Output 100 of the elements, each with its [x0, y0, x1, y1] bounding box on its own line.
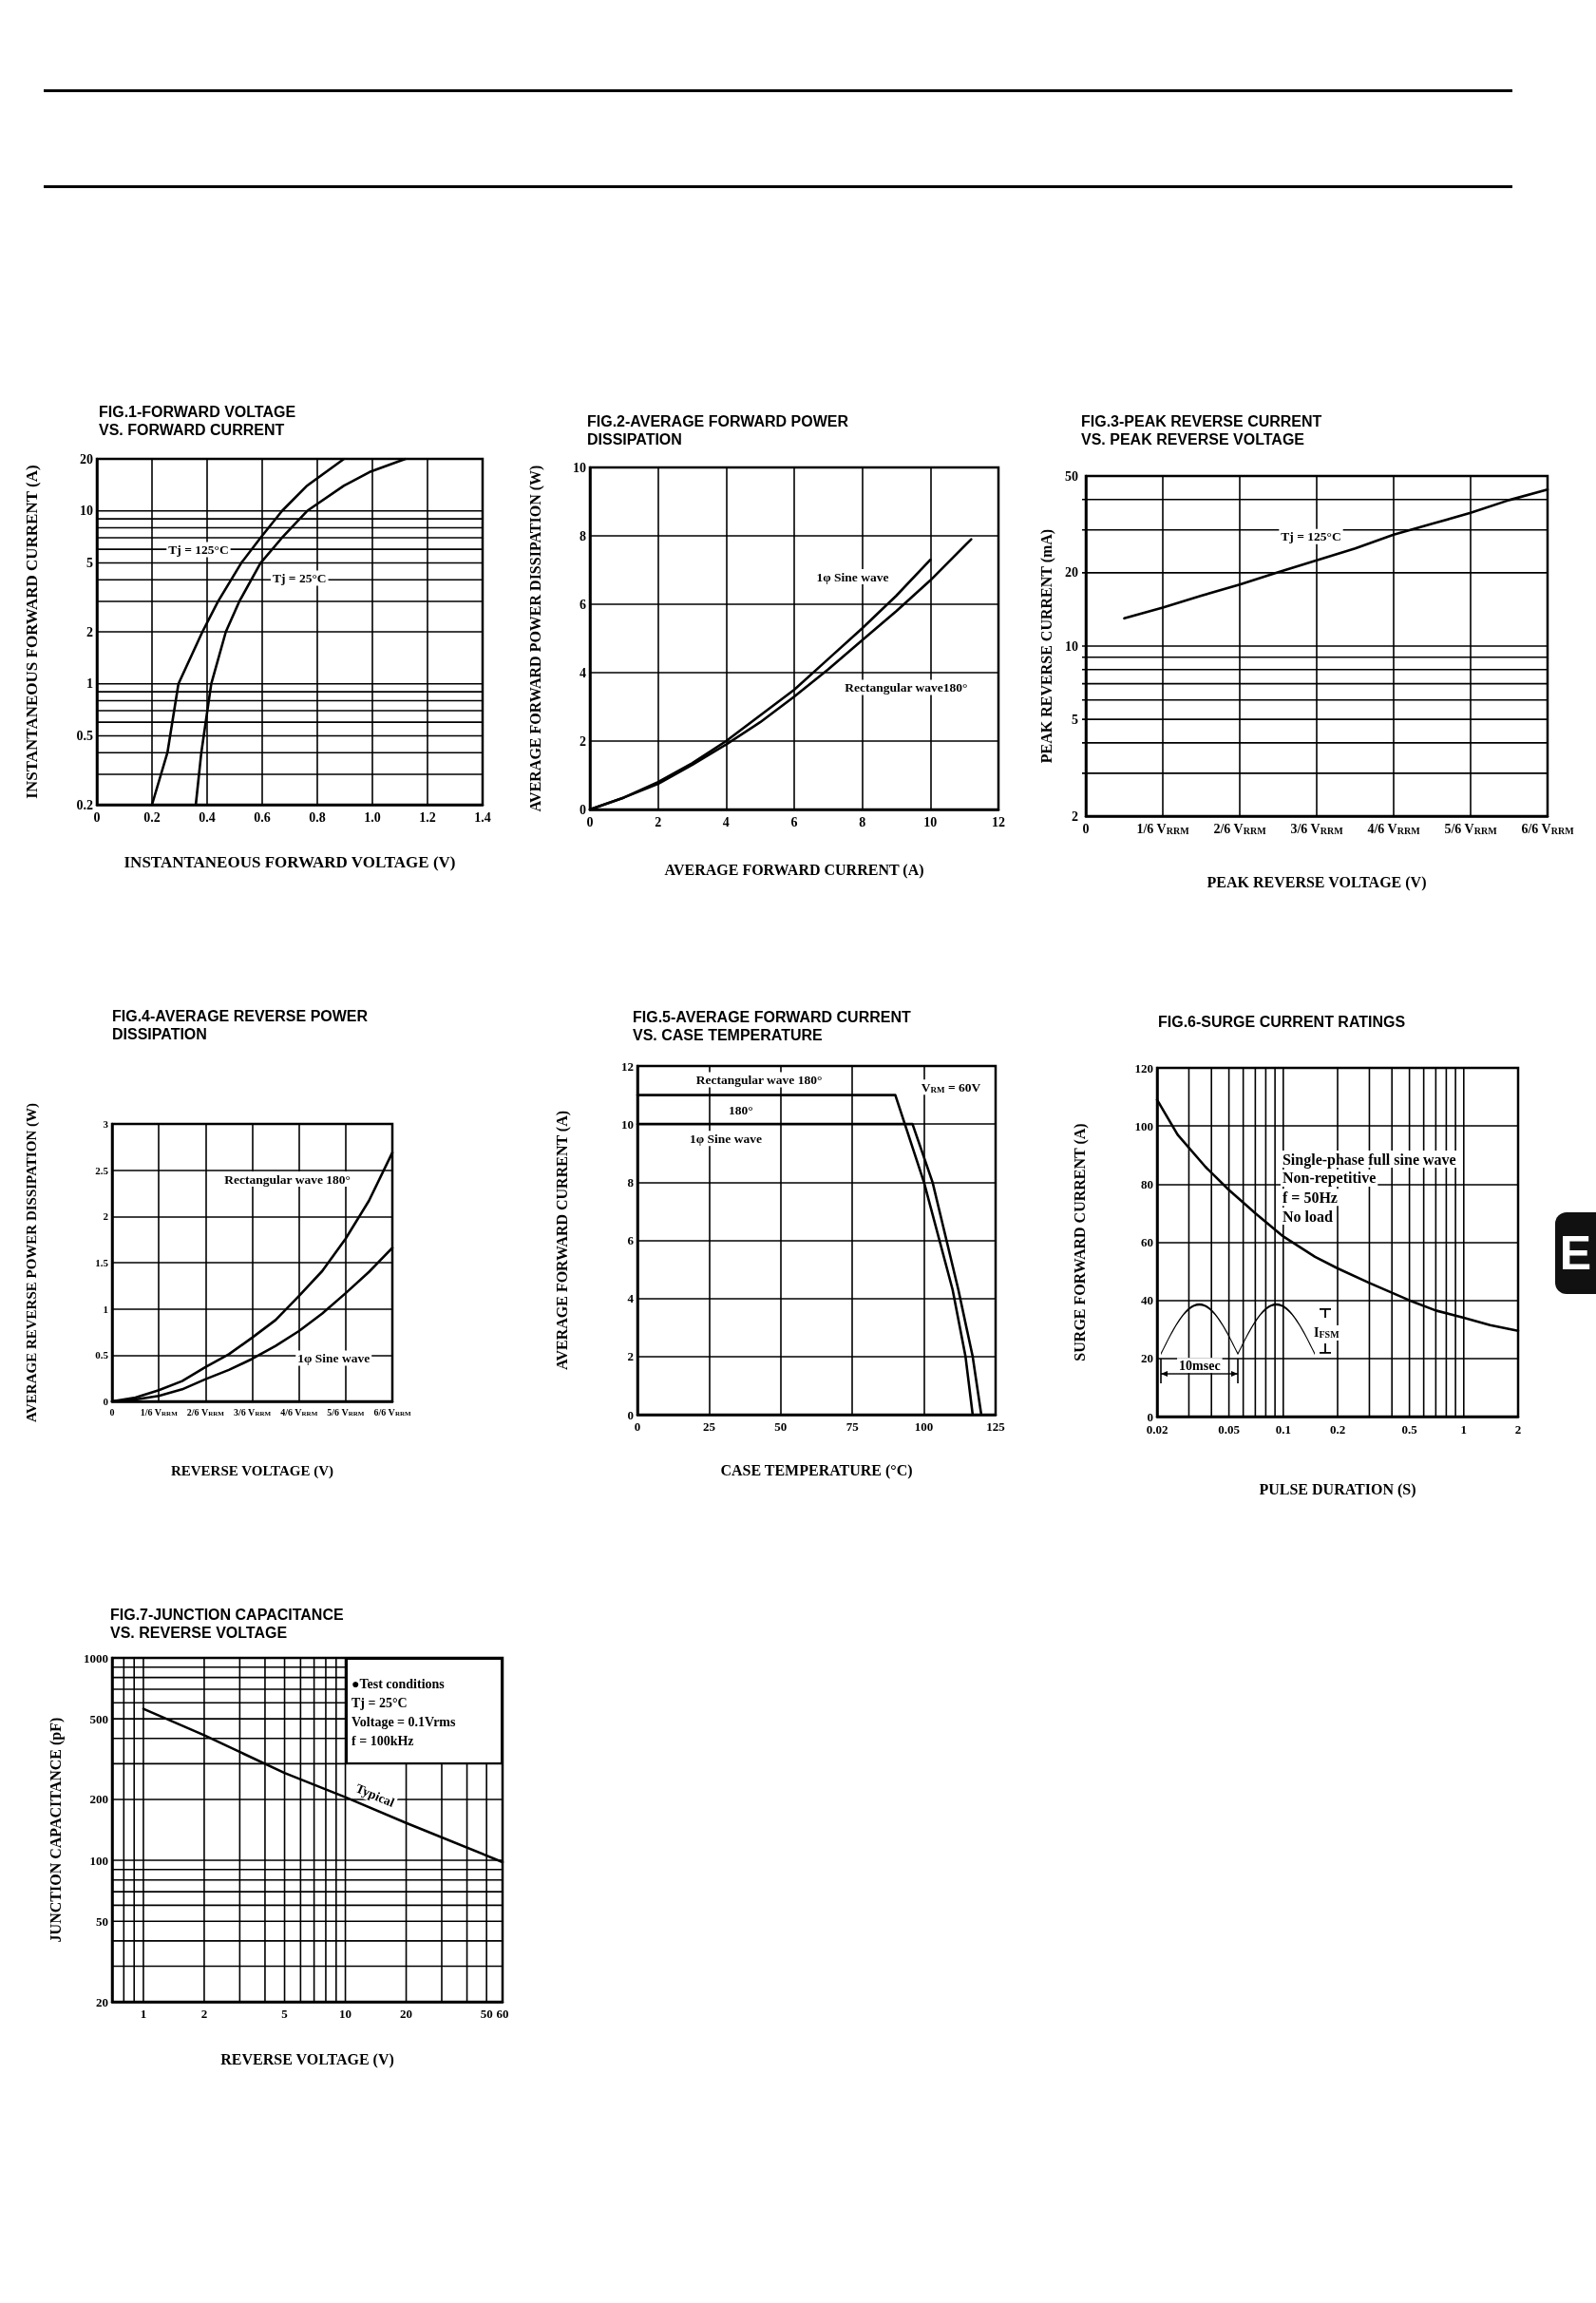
- y-tick-label: 0: [103, 1396, 109, 1407]
- y-tick-label: 500: [89, 1711, 108, 1726]
- annotation: Voltage = 0.1Vrms: [352, 1714, 457, 1731]
- y-tick-label: 4: [627, 1291, 635, 1306]
- series-label: Tj = 125°C: [1281, 529, 1341, 544]
- x-tick-label: 6/6 VRRM: [1521, 821, 1575, 836]
- y-tick-label: 3: [103, 1118, 109, 1130]
- x-tick-label: 0.8: [309, 809, 326, 825]
- y-tick-label: 5: [86, 556, 93, 571]
- x-tick-label: 4: [722, 814, 730, 829]
- chart-title: FIG.7-JUNCTION CAPACITANCE VS. REVERSE VOLTAGE: [110, 1607, 344, 1641]
- series-label: 1φ Sine wave: [297, 1351, 370, 1366]
- annotation: VRM = 60V: [921, 1079, 981, 1094]
- annotation: IFSM: [1314, 1325, 1340, 1341]
- y-tick-label: 0.5: [95, 1349, 109, 1361]
- chart-title: FIG.2-AVERAGE FORWARD POWER DISSIPATION: [587, 413, 849, 447]
- y-tick-label: 8: [580, 528, 586, 543]
- y-tick-label: 2: [103, 1210, 109, 1223]
- series-label: 1φ Sine wave: [816, 569, 889, 584]
- x-tick-label: 125: [986, 1419, 1006, 1434]
- series-label: Tj = 125°C: [168, 542, 229, 558]
- y-tick-label: 60: [1141, 1235, 1153, 1249]
- y-axis-title: AVERAGE FORWARD POWER DISSIPATION (W): [526, 465, 544, 812]
- annotation: f = 100kHz: [352, 1733, 415, 1750]
- x-tick-label: 75: [846, 1419, 860, 1434]
- y-tick-label: 20: [80, 451, 93, 466]
- x-tick-label: 1: [1460, 1422, 1468, 1437]
- x-axis-title: INSTANTANEOUS FORWARD VOLTAGE (V): [124, 853, 456, 871]
- y-tick-label: 50: [96, 1913, 108, 1929]
- y-tick-label: 2.5: [95, 1164, 109, 1176]
- y-tick-label: 10: [573, 460, 586, 475]
- y-tick-label: 0.5: [76, 729, 93, 744]
- y-tick-label: 100: [89, 1853, 108, 1868]
- x-tick-label: 1.4: [474, 809, 491, 825]
- x-tick-label: 10: [923, 814, 938, 829]
- x-tick-label: 0.2: [143, 809, 161, 825]
- x-tick-label: 2: [1514, 1422, 1522, 1437]
- y-tick-label: 6: [627, 1233, 635, 1247]
- y-tick-label: 200: [89, 1792, 108, 1807]
- y-tick-label: 6: [580, 597, 586, 612]
- x-tick-label: 1.0: [364, 809, 381, 825]
- x-tick-label: 3/6 VRRM: [1290, 821, 1344, 836]
- y-tick-label: 50: [1065, 468, 1078, 484]
- x-tick-label: 0.4: [199, 809, 216, 825]
- x-tick-label: 60: [496, 2007, 509, 2021]
- y-tick-label: 40: [1141, 1293, 1153, 1308]
- y-tick-label: 12: [621, 1058, 634, 1074]
- y-tick-label: 10: [1065, 638, 1078, 654]
- x-tick-label: 100: [914, 1419, 934, 1434]
- x-tick-label: 50: [480, 2007, 493, 2021]
- x-tick-label: 4/6 VRRM: [1367, 821, 1421, 836]
- series-label: 1φ Sine wave: [690, 1131, 762, 1146]
- x-tick-label: 5/6 VRRM: [1444, 821, 1498, 836]
- annotation: Single-phase full sine wave: [1282, 1151, 1456, 1169]
- x-axis-title: PEAK REVERSE VOLTAGE (V): [1206, 873, 1427, 891]
- annotation: 10msec: [1179, 1358, 1221, 1373]
- y-tick-label: 1: [86, 676, 93, 692]
- y-axis-title: AVERAGE REVERSE POWER DISSIPATION (W): [23, 1103, 40, 1422]
- x-tick-label: 2: [200, 2007, 208, 2021]
- chart-title: FIG.4-AVERAGE REVERSE POWER DISSIPATION: [112, 1008, 369, 1042]
- x-tick-label: 2/6 VRRM: [1213, 821, 1267, 836]
- x-tick-label: 0.02: [1146, 1422, 1168, 1437]
- y-axis-title: JUNCTION CAPACITANCE (pF): [47, 1717, 65, 1943]
- x-tick-label: 2: [655, 814, 662, 829]
- x-axis-title: CASE TEMPERATURE (°C): [720, 1461, 913, 1479]
- y-tick-label: 5: [1072, 712, 1078, 727]
- y-tick-label: 2: [580, 733, 586, 749]
- y-tick-label: 1000: [84, 1650, 108, 1665]
- y-tick-label: 120: [1134, 1060, 1153, 1075]
- x-axis-title: PULSE DURATION (S): [1259, 1480, 1416, 1498]
- x-tick-label: 0.6: [254, 809, 271, 825]
- y-tick-label: 4: [580, 665, 586, 680]
- x-tick-label: 0.5: [1401, 1422, 1418, 1437]
- x-tick-label: 0.2: [1329, 1422, 1346, 1437]
- y-tick-label: 20: [1141, 1351, 1153, 1366]
- x-tick-label: 1: [140, 2007, 147, 2021]
- annotation: No load: [1282, 1208, 1333, 1225]
- chart-title: FIG.3-PEAK REVERSE CURRENT VS. PEAK REVERSE VOLTAGE: [1081, 413, 1322, 447]
- x-tick-label: 10: [339, 2007, 352, 2021]
- annotation: ●Test conditions: [352, 1676, 446, 1693]
- section-tab: E: [1555, 1212, 1596, 1294]
- x-axis-title: REVERSE VOLTAGE (V): [220, 2050, 394, 2068]
- annotation: f = 50Hz: [1282, 1189, 1338, 1206]
- y-axis-title: SURGE FORWARD CURRENT (A): [1071, 1123, 1089, 1361]
- y-axis-title: INSTANTANEOUS FORWARD CURRENT (A): [23, 465, 41, 799]
- x-axis-title: AVERAGE FORWARD CURRENT (A): [664, 861, 924, 879]
- x-tick-label: 20: [400, 2007, 413, 2021]
- annotation: Non-repetitive: [1282, 1170, 1377, 1188]
- x-tick-label: 6: [790, 814, 798, 829]
- x-tick-label: 50: [774, 1419, 788, 1434]
- y-axis-title: AVERAGE FORWARD CURRENT (A): [553, 1110, 571, 1371]
- x-tick-label: 8: [859, 814, 866, 829]
- annotation: 180°: [729, 1102, 753, 1117]
- y-tick-label: 80: [1141, 1176, 1153, 1191]
- y-tick-label: 100: [1134, 1118, 1153, 1133]
- y-tick-label: 2: [627, 1349, 634, 1364]
- y-tick-label: 20: [1065, 565, 1078, 581]
- annotation: Tj = 25°C: [352, 1695, 408, 1712]
- y-tick-label: 20: [96, 1994, 108, 2009]
- y-axis-title: PEAK REVERSE CURRENT (mA): [1037, 528, 1055, 764]
